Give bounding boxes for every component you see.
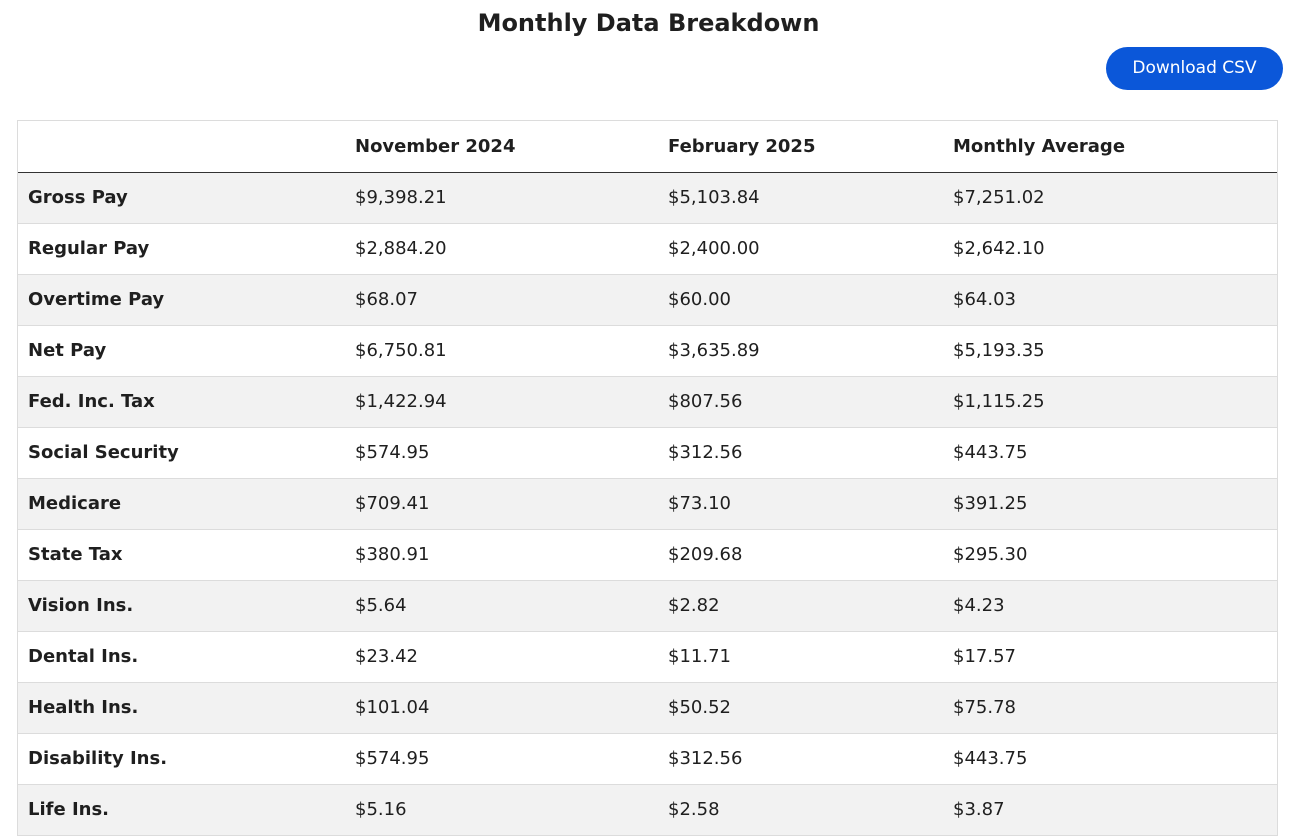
row-label-cell: Vision Ins. (18, 580, 345, 632)
row-label-cell: State Tax (18, 529, 345, 581)
row-label-cell: Overtime Pay (18, 274, 345, 326)
cell-nov-2024: $2,884.20 (345, 223, 658, 275)
cell-nov-2024: $709.41 (345, 478, 658, 530)
row-label-cell: Health Ins. (18, 682, 345, 734)
row-label-cell: Life Ins. (18, 784, 345, 835)
table-row: State Tax $380.91 $209.68 $295.30 (18, 529, 1277, 581)
cell-monthly-average: $443.75 (943, 733, 1277, 785)
table-header-row: November 2024 February 2025 Monthly Aver… (18, 121, 1277, 173)
row-label-cell: Dental Ins. (18, 631, 345, 683)
cell-feb-2025: $2.82 (658, 580, 943, 632)
row-label-cell: Medicare (18, 478, 345, 530)
cell-nov-2024: $68.07 (345, 274, 658, 326)
cell-monthly-average: $64.03 (943, 274, 1277, 326)
row-label-cell: Fed. Inc. Tax (18, 376, 345, 428)
table-row: Dental Ins. $23.42 $11.71 $17.57 (18, 631, 1277, 683)
row-label-cell: Social Security (18, 427, 345, 479)
cell-monthly-average: $4.23 (943, 580, 1277, 632)
cell-feb-2025: $2.58 (658, 784, 943, 835)
cell-monthly-average: $2,642.10 (943, 223, 1277, 275)
table-row: Health Ins. $101.04 $50.52 $75.78 (18, 682, 1277, 734)
cell-feb-2025: $50.52 (658, 682, 943, 734)
table-body: Gross Pay $9,398.21 $5,103.84 $7,251.02 Regu… (18, 172, 1277, 835)
cell-monthly-average: $295.30 (943, 529, 1277, 581)
cell-nov-2024: $574.95 (345, 733, 658, 785)
cell-feb-2025: $11.71 (658, 631, 943, 683)
cell-feb-2025: $209.68 (658, 529, 943, 581)
table-row: Social Security $574.95 $312.56 $443.75 (18, 427, 1277, 479)
cell-monthly-average: $1,115.25 (943, 376, 1277, 428)
page-title: Monthly Data Breakdown (477, 9, 820, 37)
cell-nov-2024: $380.91 (345, 529, 658, 581)
cell-feb-2025: $807.56 (658, 376, 943, 428)
cell-nov-2024: $5.16 (345, 784, 658, 835)
table-row: Net Pay $6,750.81 $3,635.89 $5,193.35 (18, 325, 1277, 377)
cell-nov-2024: $9,398.21 (345, 172, 658, 224)
cell-monthly-average: $17.57 (943, 631, 1277, 683)
cell-monthly-average: $443.75 (943, 427, 1277, 479)
table-row: Disability Ins. $574.95 $312.56 $443.75 (18, 733, 1277, 785)
row-label-cell: Regular Pay (18, 223, 345, 275)
row-label-cell: Disability Ins. (18, 733, 345, 785)
cell-feb-2025: $312.56 (658, 427, 943, 479)
row-label-cell: Gross Pay (18, 172, 345, 224)
header-cell-monthly-average: Monthly Average (943, 121, 1277, 173)
cell-feb-2025: $73.10 (658, 478, 943, 530)
cell-monthly-average: $391.25 (943, 478, 1277, 530)
cell-monthly-average: $5,193.35 (943, 325, 1277, 377)
cell-monthly-average: $7,251.02 (943, 172, 1277, 224)
table-row: Life Ins. $5.16 $2.58 $3.87 (18, 784, 1277, 835)
cell-monthly-average: $3.87 (943, 784, 1277, 835)
table-row: Gross Pay $9,398.21 $5,103.84 $7,251.02 (18, 172, 1277, 224)
download-csv-button[interactable]: Download CSV (1106, 47, 1283, 90)
cell-nov-2024: $1,422.94 (345, 376, 658, 428)
cell-feb-2025: $5,103.84 (658, 172, 943, 224)
cell-nov-2024: $6,750.81 (345, 325, 658, 377)
row-label-cell: Net Pay (18, 325, 345, 377)
table-row: Medicare $709.41 $73.10 $391.25 (18, 478, 1277, 530)
data-table-container: November 2024 February 2025 Monthly Aver… (17, 120, 1278, 836)
table-row: Overtime Pay $68.07 $60.00 $64.03 (18, 274, 1277, 326)
table-row: Fed. Inc. Tax $1,422.94 $807.56 $1,115.25 (18, 376, 1277, 428)
cell-nov-2024: $5.64 (345, 580, 658, 632)
header-cell-label (18, 121, 345, 173)
cell-monthly-average: $75.78 (943, 682, 1277, 734)
cell-nov-2024: $574.95 (345, 427, 658, 479)
header-cell-nov-2024: November 2024 (345, 121, 658, 173)
cell-feb-2025: $3,635.89 (658, 325, 943, 377)
cell-nov-2024: $23.42 (345, 631, 658, 683)
header-cell-feb-2025: February 2025 (658, 121, 943, 173)
table-row: Vision Ins. $5.64 $2.82 $4.23 (18, 580, 1277, 632)
cell-feb-2025: $312.56 (658, 733, 943, 785)
cell-nov-2024: $101.04 (345, 682, 658, 734)
monthly-breakdown-table: November 2024 February 2025 Monthly Aver… (18, 121, 1277, 835)
cell-feb-2025: $60.00 (658, 274, 943, 326)
cell-feb-2025: $2,400.00 (658, 223, 943, 275)
table-row: Regular Pay $2,884.20 $2,400.00 $2,642.10 (18, 223, 1277, 275)
